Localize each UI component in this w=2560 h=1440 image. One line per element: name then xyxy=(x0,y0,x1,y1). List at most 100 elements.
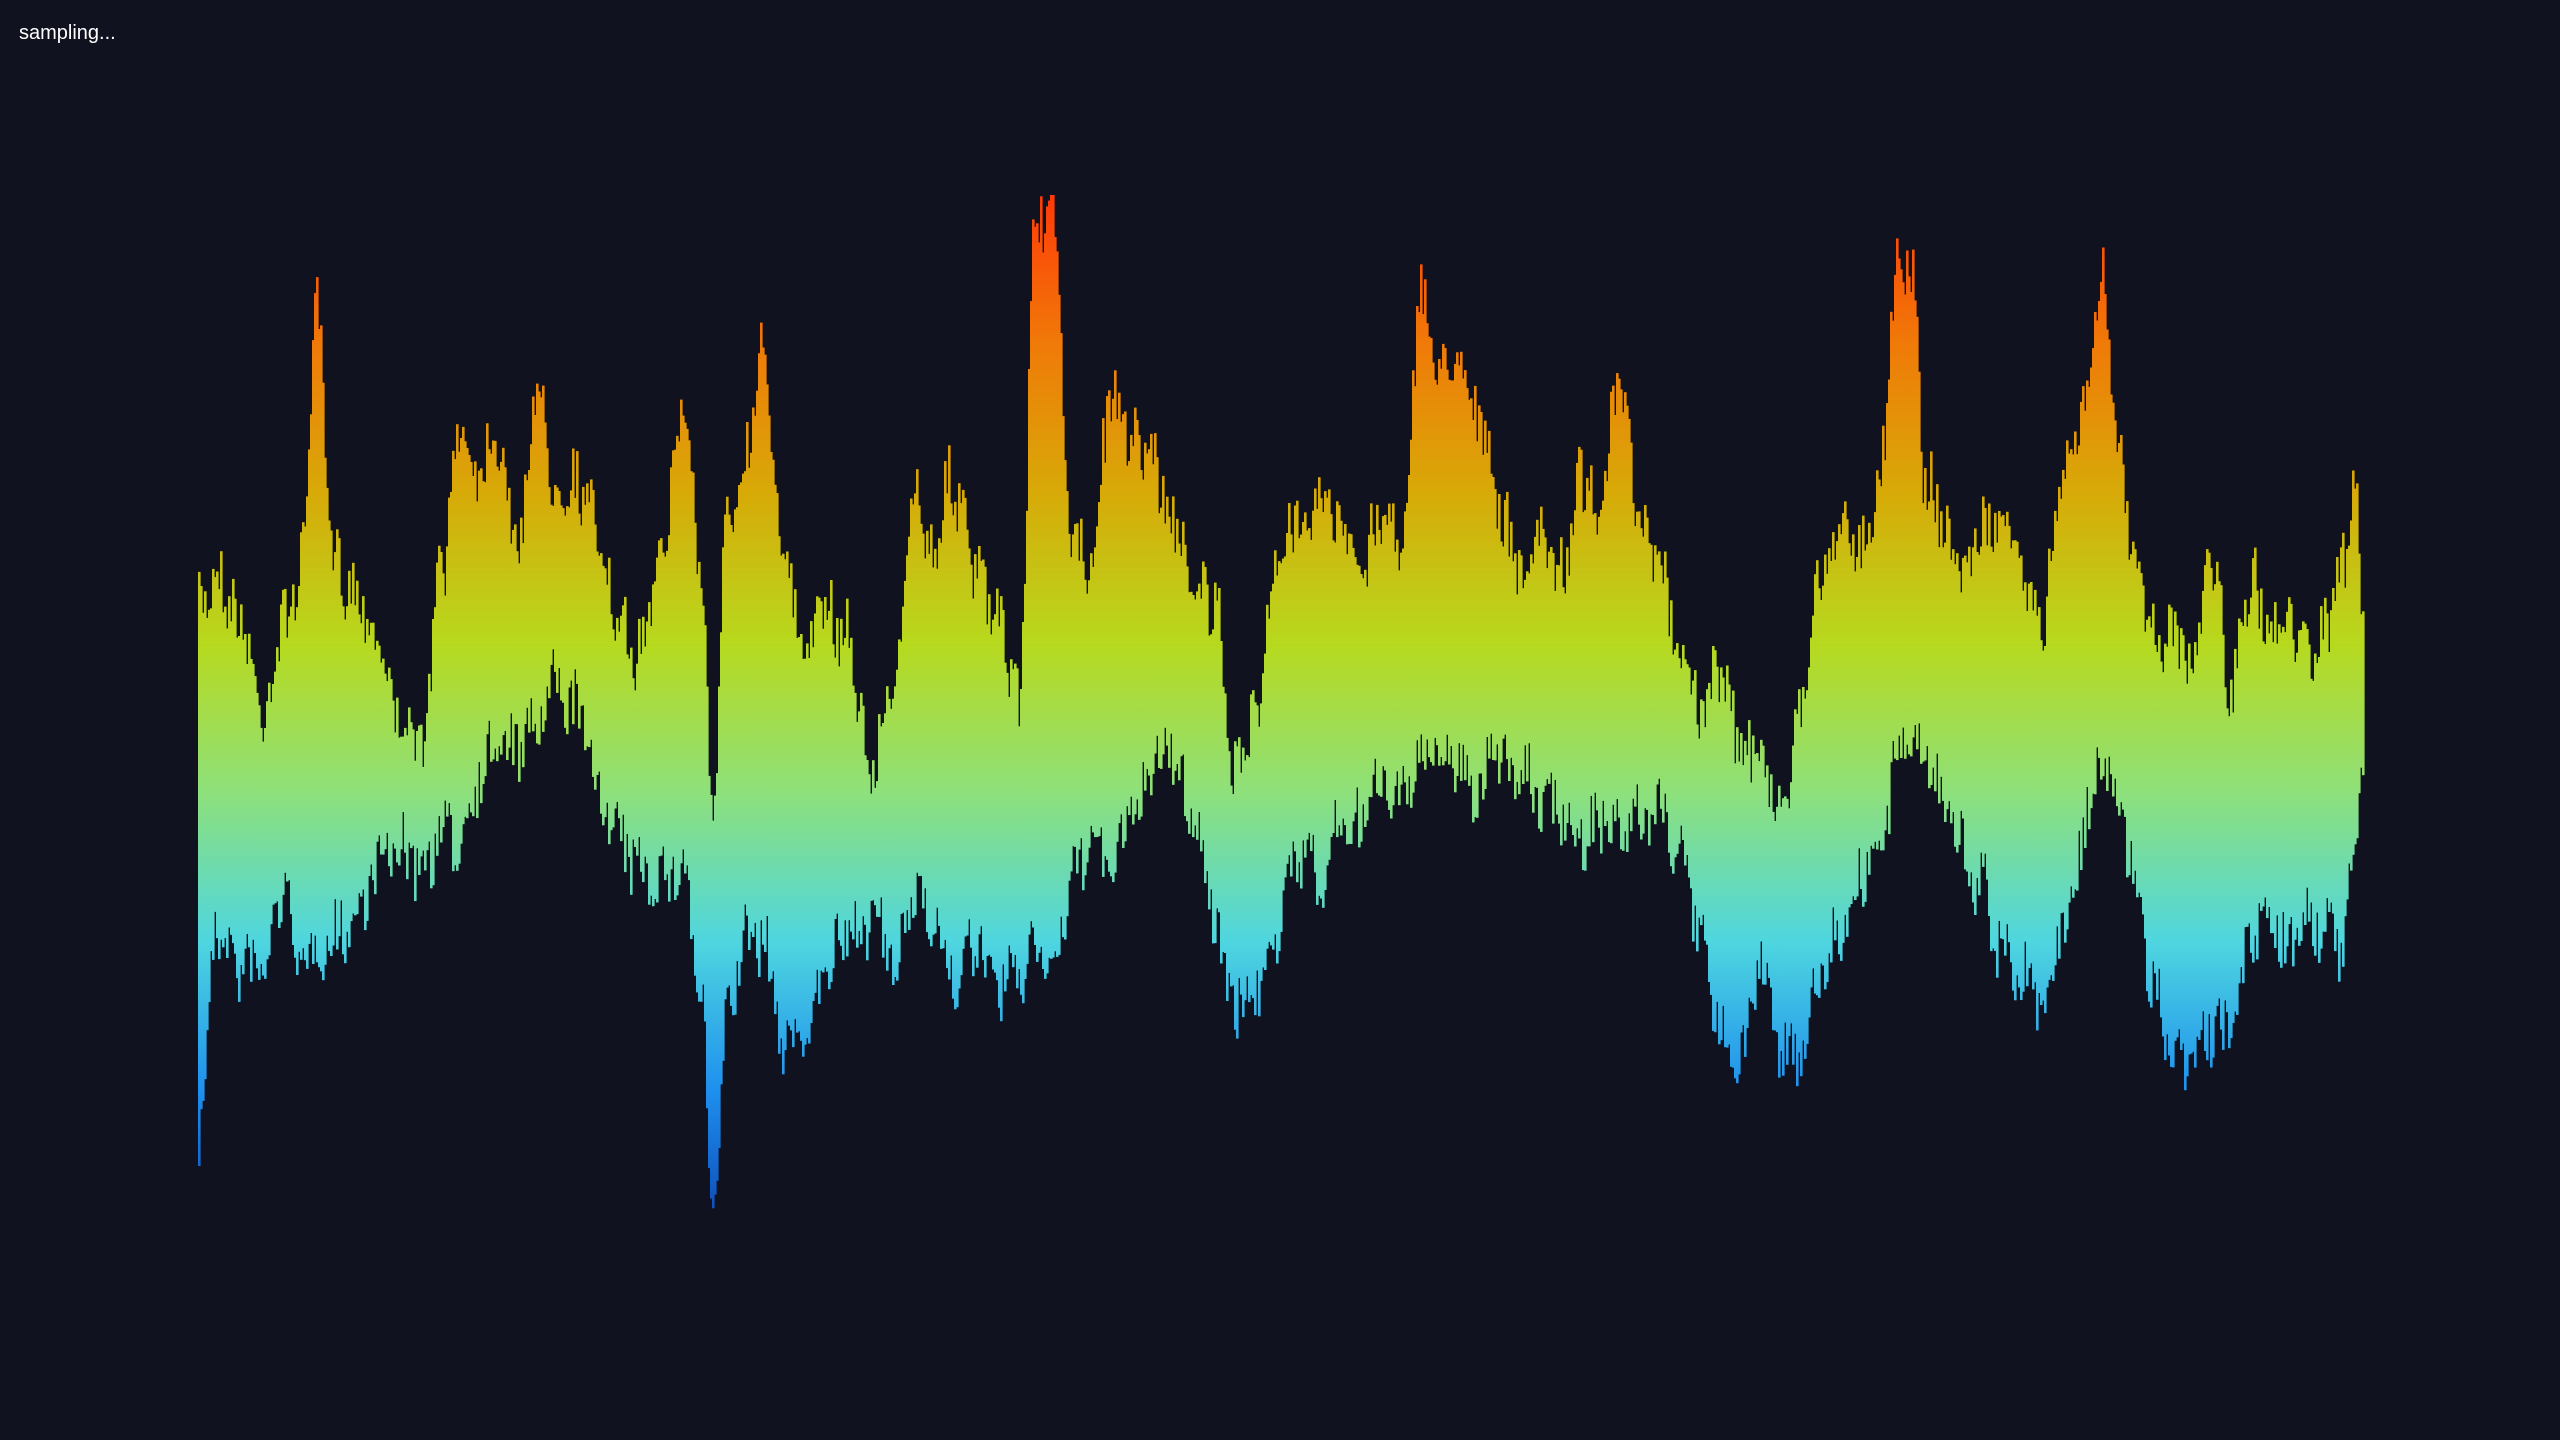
waveform-bar xyxy=(596,551,599,775)
waveform-bar xyxy=(2026,611,2029,987)
waveform-bar xyxy=(430,691,433,889)
waveform-bar xyxy=(1516,594,1519,782)
waveform-bar xyxy=(1284,556,1287,878)
waveform-bar xyxy=(1276,575,1279,964)
waveform-bar xyxy=(720,632,723,1085)
waveform-bar xyxy=(652,584,655,907)
waveform-bar xyxy=(1356,564,1359,788)
waveform-bar xyxy=(966,529,969,936)
waveform-bar xyxy=(656,557,659,903)
waveform-bar xyxy=(2078,445,2081,831)
waveform-bar xyxy=(1436,384,1439,746)
waveform-bar xyxy=(1606,481,1609,821)
waveform-bar xyxy=(2072,454,2075,898)
waveform-bar xyxy=(2198,622,2201,1040)
waveform-bar xyxy=(1136,420,1139,800)
waveform-bar xyxy=(564,515,567,728)
waveform-bar xyxy=(1466,388,1469,756)
waveform-bar xyxy=(2070,449,2073,887)
waveform-bar xyxy=(1524,579,1527,746)
waveform-bar xyxy=(732,532,735,1016)
waveform-bar xyxy=(1196,591,1199,840)
waveform-bar xyxy=(2282,626,2285,912)
waveform-bar xyxy=(1422,314,1425,762)
waveform-bar xyxy=(1660,565,1663,809)
waveform-bar xyxy=(2218,581,2221,999)
waveform-bar xyxy=(1026,510,1029,964)
waveform-bar xyxy=(2106,329,2109,791)
waveform-bar xyxy=(2322,639,2325,932)
waveform-bar xyxy=(2328,652,2331,912)
waveform-bar xyxy=(1738,761,1741,1075)
waveform-bar xyxy=(1936,484,1939,754)
waveform-bar xyxy=(354,605,357,916)
waveform-bar xyxy=(360,623,363,897)
waveform-bar xyxy=(2084,410,2087,848)
waveform-bar xyxy=(518,563,521,782)
waveform-bar xyxy=(2174,611,2177,1041)
waveform-bar xyxy=(444,595,447,801)
waveform-bar xyxy=(1780,806,1783,1051)
waveform-bar xyxy=(1648,543,1651,846)
waveform-bar xyxy=(416,731,419,849)
waveform-bar xyxy=(2208,552,2211,1015)
waveform-bar xyxy=(806,643,809,1039)
waveform-bar xyxy=(396,697,399,863)
waveform-bar xyxy=(2058,486,2061,959)
waveform-bar xyxy=(786,551,789,1021)
waveform-bar xyxy=(934,548,937,934)
waveform-bar xyxy=(1274,550,1277,935)
waveform-bar xyxy=(1114,370,1117,873)
waveform-bar xyxy=(1768,807,1771,978)
waveform-bar xyxy=(1752,735,1755,1004)
waveform-bar xyxy=(2278,624,2281,962)
waveform-bar xyxy=(2152,603,2155,962)
waveform-bar xyxy=(2188,643,2191,1055)
waveform-bar xyxy=(2258,628,2261,904)
waveform-bar xyxy=(300,532,303,960)
waveform-bar xyxy=(1996,542,1999,978)
waveform-bar xyxy=(306,496,309,969)
waveform-bar xyxy=(634,690,637,847)
waveform-bar xyxy=(992,619,995,970)
waveform-bar xyxy=(1732,690,1735,1068)
waveform-bar xyxy=(1192,595,1195,838)
waveform-bar xyxy=(296,607,299,975)
waveform-bar xyxy=(1164,523,1167,728)
waveform-bar xyxy=(1458,365,1461,744)
waveform-bar xyxy=(760,322,763,921)
waveform-bar xyxy=(1254,702,1257,1016)
waveform-bar xyxy=(1636,511,1639,785)
waveform-bar xyxy=(1904,294,1907,759)
waveform-bar xyxy=(238,636,241,1002)
waveform-bar xyxy=(1886,403,1889,806)
waveform-bar xyxy=(1382,516,1385,767)
waveform-bar xyxy=(2298,630,2301,946)
waveform-bar xyxy=(900,641,903,914)
waveform-bar xyxy=(688,440,691,881)
waveform-bar xyxy=(1340,520,1343,836)
waveform-bar xyxy=(1058,294,1061,955)
waveform-bar xyxy=(722,547,725,1061)
waveform-bar xyxy=(1126,465,1129,807)
waveform-bar xyxy=(1570,523,1573,826)
waveform-bar xyxy=(1814,574,1817,994)
waveform-bar xyxy=(1150,433,1153,796)
waveform-bar xyxy=(586,483,589,747)
waveform-bar xyxy=(230,621,233,935)
waveform-bar xyxy=(2176,625,2179,1038)
waveform-bar xyxy=(854,692,857,902)
waveform-bar xyxy=(1526,571,1529,782)
waveform-bar xyxy=(362,596,365,890)
waveform-bar xyxy=(1304,512,1307,858)
waveform-bar xyxy=(266,701,269,960)
waveform-bar xyxy=(204,591,207,1080)
waveform-bar xyxy=(1598,516,1601,828)
waveform-bar xyxy=(510,543,513,714)
waveform-bar xyxy=(462,426,465,825)
waveform-bar xyxy=(850,637,853,932)
waveform-bar xyxy=(1034,226,1037,945)
waveform-bar xyxy=(1724,701,1727,1048)
waveform-bar xyxy=(1368,534,1371,797)
waveform-bar xyxy=(1040,196,1043,947)
